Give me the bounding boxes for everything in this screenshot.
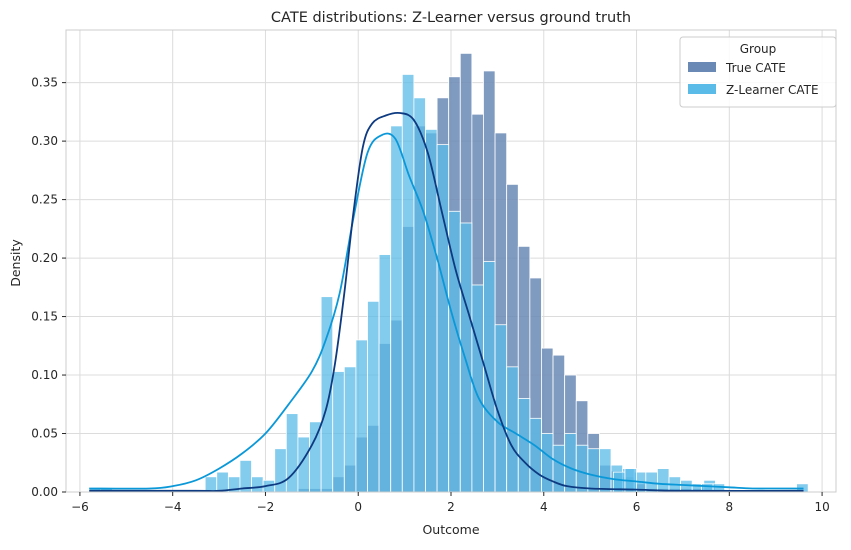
z-learner-bar — [657, 468, 670, 493]
x-tick-label: −4 — [164, 500, 182, 514]
z-learner-bar — [343, 366, 357, 493]
y-tick-label: 0.35 — [31, 76, 58, 90]
legend: Group True CATE Z-Learner CATE — [679, 36, 837, 108]
legend-swatch-true-cate — [688, 62, 716, 72]
x-tick-label: −6 — [71, 500, 89, 514]
x-tick-label: −2 — [257, 500, 275, 514]
z-learner-bar — [575, 444, 589, 493]
z-learner-bar — [204, 476, 218, 493]
z-learner-bar — [587, 448, 600, 493]
z-learner-bar — [378, 254, 392, 493]
z-learner-kde-line — [89, 132, 804, 490]
x-tick-label: 6 — [633, 500, 641, 514]
x-tick-labels: −6 −4 −2 0 2 4 6 8 10 — [71, 492, 830, 514]
x-tick-label: 10 — [814, 500, 829, 514]
x-tick-label: 4 — [540, 500, 548, 514]
y-tick-label: 0.10 — [31, 368, 58, 382]
legend-title: Group — [740, 42, 777, 56]
z-learner-bar — [251, 476, 264, 493]
z-learner-bar — [285, 413, 299, 493]
kde-curves — [89, 111, 804, 492]
legend-label-true-cate: True CATE — [725, 61, 786, 75]
legend-label-z-learner-cate: Z-Learner CATE — [726, 83, 819, 97]
y-tick-label: 0.30 — [31, 134, 58, 148]
z-learner-bar — [274, 448, 287, 493]
x-axis-label: Outcome — [422, 522, 479, 537]
z-learner-bar — [355, 339, 368, 493]
z-learner-bar — [471, 284, 484, 493]
z-learner-bar — [541, 433, 554, 493]
chart-title: CATE distributions: Z-Learner versus gro… — [271, 10, 631, 26]
y-tick-label: 0.00 — [31, 485, 58, 499]
legend-swatch-z-learner-cate — [688, 84, 716, 94]
z-learner-bar — [448, 210, 461, 493]
y-tick-label: 0.25 — [31, 193, 58, 207]
true-cate-kde-line — [89, 111, 804, 492]
z-learner-bar — [390, 125, 403, 493]
z-learner-bar — [216, 471, 229, 493]
legend-box — [679, 36, 837, 108]
x-tick-label: 8 — [725, 500, 733, 514]
z-learner-bar — [459, 222, 473, 493]
z-learner-bar — [309, 421, 322, 493]
y-tick-label: 0.20 — [31, 251, 58, 265]
x-tick-label: 2 — [447, 500, 455, 514]
y-axis-label: Density — [8, 239, 23, 287]
z-learner-bar — [367, 300, 380, 493]
z-learner-bar — [332, 371, 345, 493]
z-learner-bar — [564, 433, 577, 493]
z-learner-bar — [483, 261, 496, 493]
z-learner-bar — [401, 74, 415, 493]
y-tick-label: 0.15 — [31, 310, 58, 324]
z-learner-bar — [529, 417, 542, 493]
z-learner-bar — [599, 448, 612, 493]
z-learner-bar — [413, 97, 426, 493]
x-tick-label: 0 — [354, 500, 362, 514]
y-tick-labels: 0.00 0.05 0.10 0.15 0.20 0.25 0.30 0.35 — [31, 76, 66, 499]
y-tick-label: 0.05 — [31, 427, 58, 441]
z-learner-bar — [517, 398, 531, 493]
